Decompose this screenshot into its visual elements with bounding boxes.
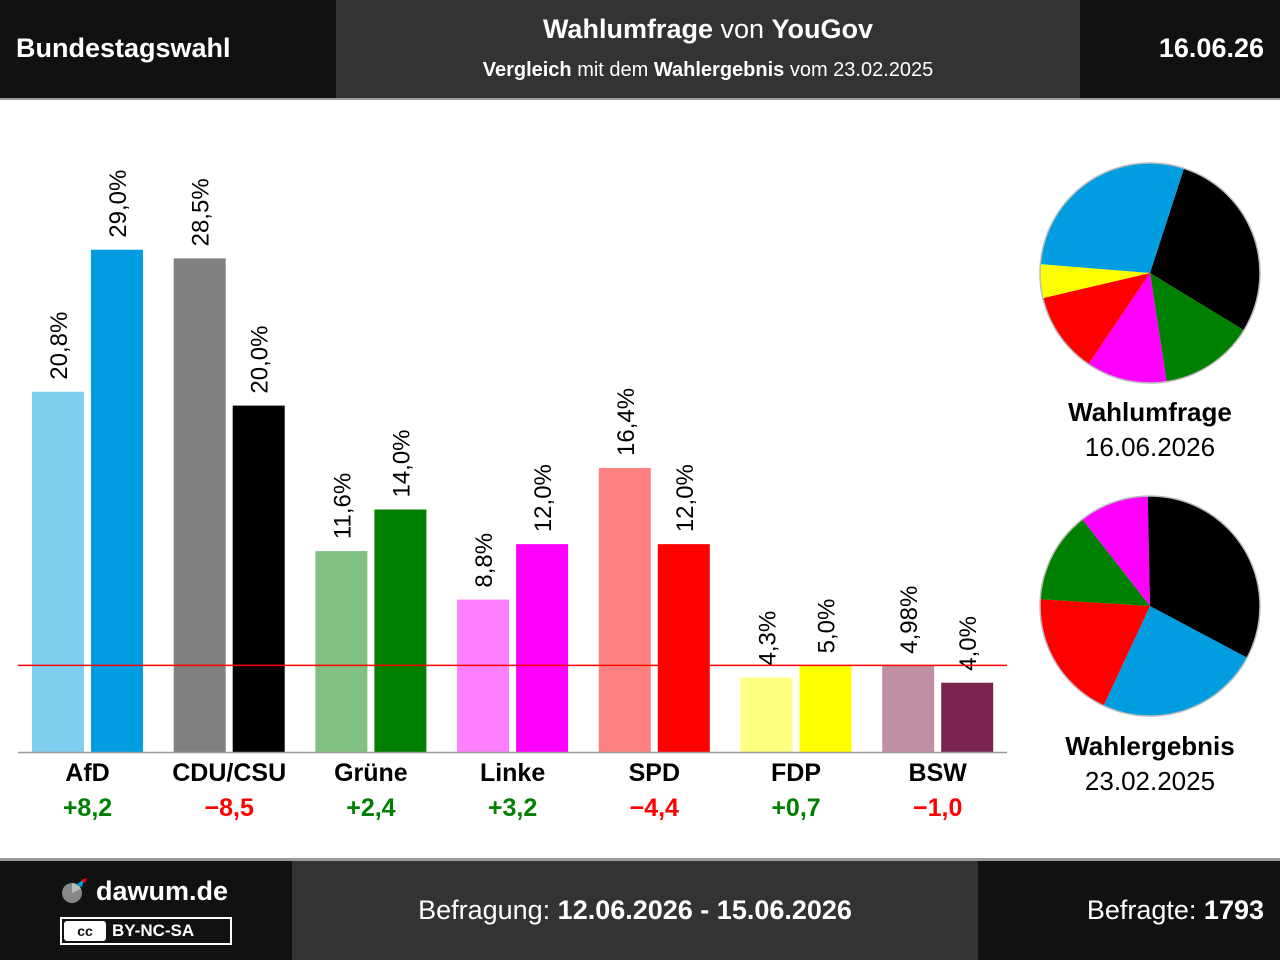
bar-bsw-result (882, 665, 935, 752)
party-label: CDU/CSU (172, 759, 286, 787)
license-label: BY-NC-SA (112, 921, 195, 940)
change-label: −8,5 (205, 794, 254, 822)
bar-linke-poll (516, 544, 569, 752)
change-label: +8,2 (63, 794, 112, 822)
pie-outline (1039, 495, 1261, 717)
bar-value-label: 28,5% (188, 178, 215, 246)
bar-spd-result (598, 467, 651, 752)
footer-left: dawum.de cc BY-NC-SA (0, 861, 292, 960)
pie-result-title: Wahlergebnis (1065, 731, 1235, 761)
header: Bundestagswahl Wahlumfrage von YouGov Ve… (0, 0, 1280, 98)
header-divider (0, 98, 1280, 100)
change-label: −4,4 (630, 794, 679, 822)
pie-slice (1082, 496, 1150, 606)
footer-divider (0, 858, 1280, 861)
pie-slice (1040, 599, 1150, 706)
bar-chart: 20,8% 29,0% AfD +8,2 28,5% 20,0% CDU/CSU −8,5 11… (0, 100, 1030, 840)
party-label: AfD (65, 759, 109, 787)
bar-linke-result (457, 599, 510, 752)
brand-link[interactable]: dawum.de (96, 876, 229, 906)
bar-fdp-poll (799, 665, 852, 752)
pie-outline (1039, 162, 1261, 384)
footer-right: Befragte: 1793 (978, 861, 1280, 960)
party-label: BSW (909, 759, 968, 787)
pie-poll-date: 16.06.2026 (1084, 432, 1216, 462)
pie-chart-poll (1039, 162, 1261, 384)
bar-value-label: 20,0% (247, 326, 274, 394)
bar-value-label: 4,0% (955, 616, 982, 671)
pie-slice (1039, 264, 1150, 299)
bar-spd-poll (657, 544, 710, 752)
bar-value-label: 12,0% (530, 464, 557, 532)
pie-chart-result (1039, 495, 1261, 717)
dawum-logo-icon[interactable] (60, 877, 88, 905)
pie-poll: Wahlumfrage 16.06.2026 (1035, 160, 1265, 470)
bar-bsw-poll (941, 682, 994, 752)
pie-slice (1147, 495, 1260, 658)
party-label: Linke (480, 759, 545, 787)
poll-date: 16.06.26 (1158, 33, 1264, 63)
bar-value-label: 16,4% (613, 388, 640, 456)
survey-period: Befragung: 12.06.2026 - 15.06.2026 (418, 895, 852, 925)
bar-value-label: 8,8% (471, 533, 498, 588)
bar-cdu-csu-result (173, 258, 226, 752)
poll-subtitle: Vergleich mit dem Wahlergebnis vom 23.02… (482, 59, 934, 81)
bar-value-label: 12,0% (672, 464, 699, 532)
bar-value-label: 29,0% (105, 170, 132, 238)
bar-chart-svg: 20,8% 29,0% AfD +8,2 28,5% 20,0% CDU/CSU −8,5 11… (18, 170, 1007, 822)
party-label: SPD (629, 759, 680, 787)
bar-value-label: 14,0% (388, 429, 415, 497)
change-label: +0,7 (771, 794, 820, 822)
pie-result-date: 23.02.2025 (1084, 766, 1216, 796)
pie-slice (1040, 162, 1184, 273)
footer-center: Befragung: 12.06.2026 - 15.06.2026 (292, 861, 978, 960)
header-left: Bundestagswahl (0, 0, 336, 98)
change-label: +3,2 (488, 794, 537, 822)
header-center: Wahlumfrage von YouGov Vergleich mit dem… (336, 0, 1080, 98)
poll-title: Wahlumfrage von YouGov (542, 14, 874, 44)
pie-slice (1103, 606, 1248, 716)
pie-result: Wahlergebnis 23.02.2025 (1035, 493, 1265, 803)
party-label: Grüne (334, 759, 408, 787)
pie-poll-title: Wahlumfrage (1068, 397, 1232, 427)
pie-slice (1150, 273, 1244, 382)
bar-value-label: 11,6% (329, 473, 356, 539)
bar-fdp-result (740, 677, 793, 752)
bar-gr-ne-poll (374, 509, 427, 752)
license-badge[interactable]: cc BY-NC-SA (60, 917, 232, 945)
header-right: 16.06.26 (1080, 0, 1280, 98)
party-label: FDP (771, 759, 821, 787)
cc-icon: cc (64, 921, 106, 941)
pie-slice (1042, 273, 1150, 365)
change-label: +2,4 (346, 794, 395, 822)
bar-value-label: 5,0% (814, 599, 841, 654)
bar-afd-result (32, 391, 84, 752)
bar-value-label: 4,3% (755, 611, 782, 666)
bar-value-label: 4,98% (896, 586, 923, 654)
bar-gr-ne-result (315, 551, 368, 752)
pie-slice (1088, 273, 1167, 383)
change-label: −1,0 (913, 794, 962, 822)
pie-slice (1150, 168, 1261, 331)
pie-slice (1040, 519, 1150, 606)
election-title: Bundestagswahl (16, 33, 231, 63)
bar-afd-poll (91, 249, 143, 752)
bar-cdu-csu-poll (232, 405, 285, 752)
bar-value-label: 20,8% (46, 312, 73, 380)
respondents: Befragte: 1793 (1086, 895, 1264, 925)
